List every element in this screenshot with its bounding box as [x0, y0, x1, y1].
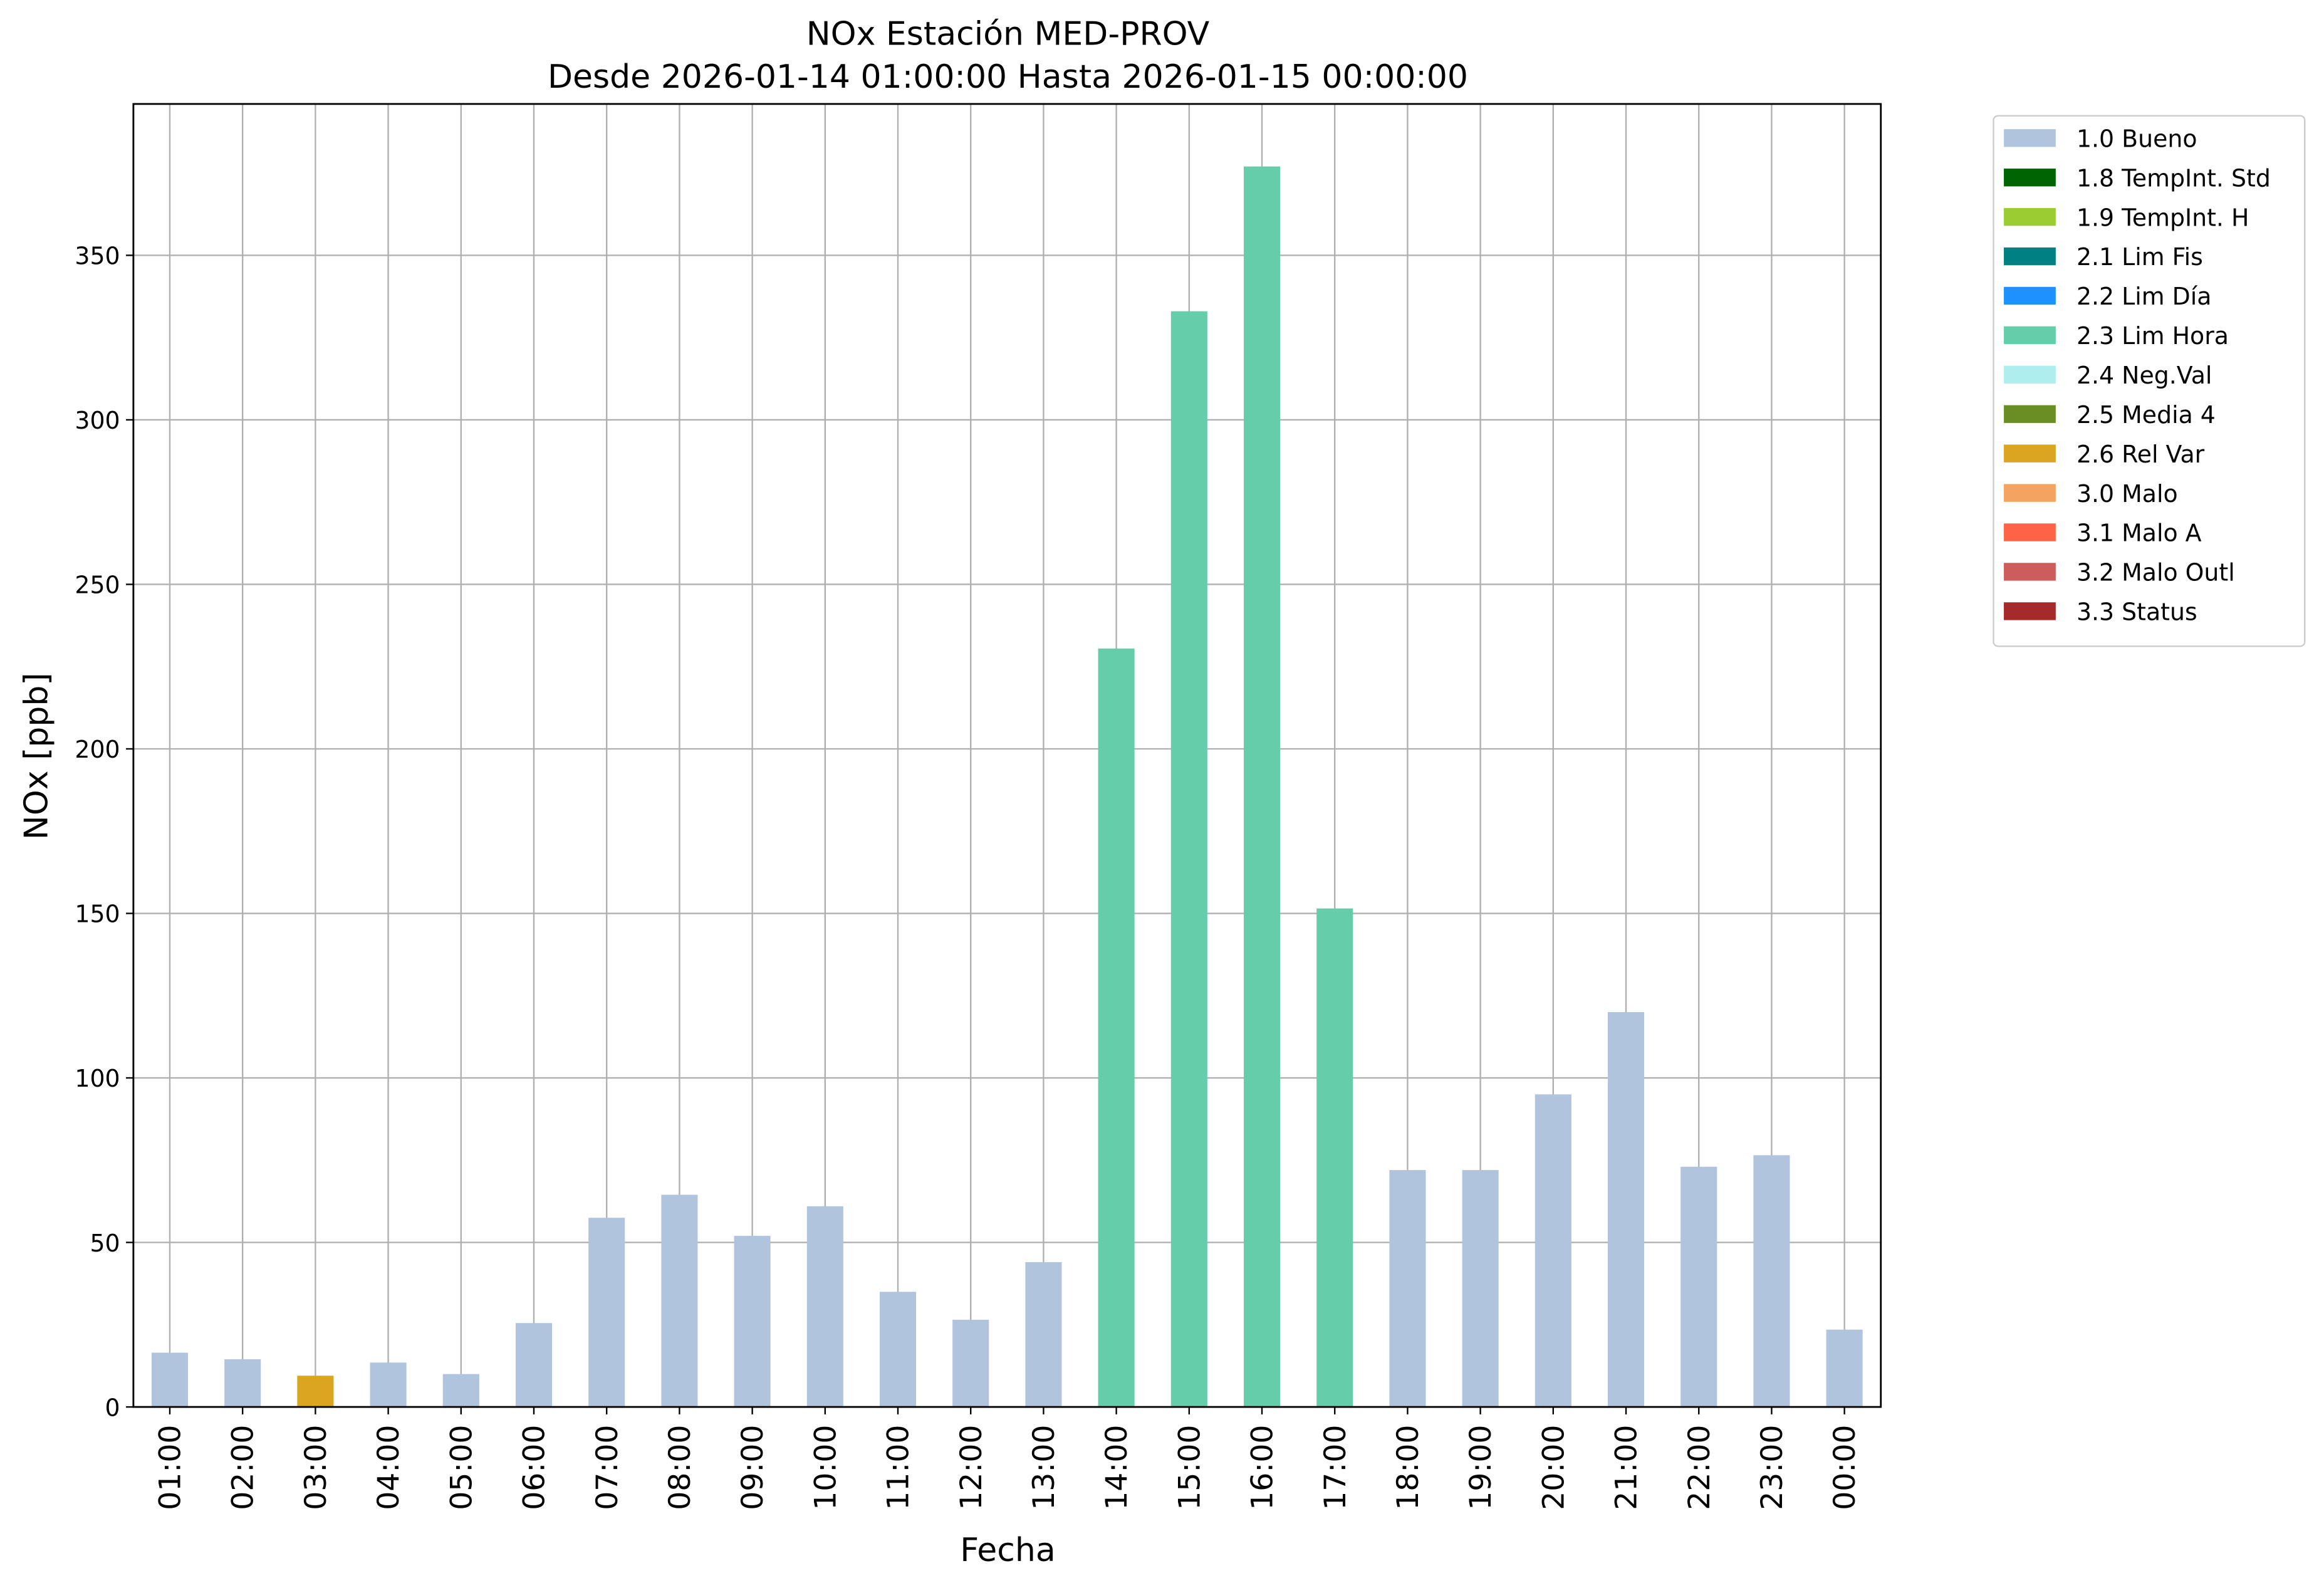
bar [1243, 166, 1281, 1408]
plot-frame [132, 103, 1882, 1408]
legend-swatch [2004, 247, 2056, 266]
legend-label: 1.8 TempInt. Std [2076, 164, 2271, 192]
y-tick-label: 0 [105, 1394, 120, 1421]
bar [1753, 1155, 1790, 1408]
bar [370, 1362, 407, 1408]
legend-swatch [2004, 207, 2056, 226]
bar [1535, 1094, 1571, 1408]
legend-swatch [2004, 365, 2056, 384]
bar [1607, 1012, 1645, 1408]
legend-swatch [2004, 326, 2056, 345]
x-tick-label: 02:00 [226, 1424, 261, 1510]
legend-swatch [2004, 444, 2056, 462]
x-tick-label: 18:00 [1391, 1424, 1425, 1510]
legend-label: 2.6 Rel Var [2076, 441, 2205, 468]
legend-label: 2.2 Lim Día [2076, 283, 2211, 310]
bar [1826, 1329, 1863, 1408]
legend-label: 3.3 Status [2076, 598, 2197, 626]
legend-swatch [2004, 484, 2056, 502]
bar [806, 1206, 843, 1408]
legend-label: 1.0 Bueno [2076, 125, 2197, 152]
x-tick-label: 21:00 [1610, 1424, 1644, 1510]
x-tick-label: 05:00 [444, 1424, 479, 1510]
bar [1170, 311, 1207, 1408]
bar [879, 1292, 917, 1408]
bar [515, 1323, 553, 1408]
legend-label: 2.3 Lim Hora [2076, 322, 2229, 350]
x-tick-label: 14:00 [1100, 1424, 1134, 1510]
chart-title: NOx Estación MED-PROV [806, 15, 1210, 53]
legend-box [1993, 115, 2306, 647]
y-tick-label: 250 [75, 572, 120, 599]
x-tick-label: 13:00 [1027, 1424, 1061, 1510]
x-tick-label: 10:00 [808, 1424, 843, 1510]
y-axis-label: NOx [ppb] [18, 672, 56, 840]
bar [1025, 1262, 1062, 1408]
x-tick-label: 11:00 [882, 1424, 916, 1510]
bar [151, 1352, 189, 1408]
bar [1098, 648, 1135, 1408]
x-tick-label: 19:00 [1464, 1424, 1498, 1510]
x-tick-label: 09:00 [736, 1424, 770, 1510]
legend-swatch [2004, 169, 2056, 187]
x-tick-label: 07:00 [590, 1424, 625, 1510]
bar [952, 1319, 989, 1408]
x-tick-label: 23:00 [1755, 1424, 1790, 1510]
bar [1462, 1170, 1499, 1408]
x-tick-label: 01:00 [154, 1424, 188, 1510]
legend-swatch [2004, 129, 2056, 147]
x-tick-label: 12:00 [954, 1424, 989, 1510]
legend-label: 2.4 Neg.Val [2076, 362, 2212, 389]
bar [297, 1376, 334, 1408]
x-tick-label: 04:00 [372, 1424, 406, 1510]
legend-label: 1.9 TempInt. H [2076, 204, 2249, 231]
bar [661, 1194, 698, 1408]
x-tick-label: 16:00 [1246, 1424, 1280, 1510]
legend-label: 3.1 Malo A [2076, 520, 2202, 547]
x-tick-label: 22:00 [1682, 1424, 1717, 1510]
x-tick-label: 20:00 [1536, 1424, 1571, 1510]
x-axis-label: Fecha [960, 1532, 1056, 1569]
bar [1389, 1170, 1426, 1408]
bar [224, 1359, 261, 1408]
bar [734, 1236, 771, 1408]
y-tick-label: 350 [75, 243, 120, 270]
bar [588, 1218, 625, 1408]
bar [1680, 1166, 1717, 1408]
x-tick-label: 06:00 [518, 1424, 552, 1510]
legend-swatch [2004, 286, 2056, 305]
bar [1316, 908, 1353, 1408]
legend-swatch [2004, 563, 2056, 581]
y-tick-label: 200 [75, 736, 120, 763]
x-tick-label: 15:00 [1172, 1424, 1207, 1510]
legend-label: 3.2 Malo Outl [2076, 559, 2235, 587]
x-tick-label: 03:00 [299, 1424, 333, 1510]
legend-swatch [2004, 602, 2056, 620]
legend-label: 3.0 Malo [2076, 480, 2178, 508]
x-tick-label: 00:00 [1828, 1424, 1862, 1510]
legend-label: 2.1 Lim Fis [2076, 243, 2203, 271]
y-tick-label: 150 [75, 901, 120, 928]
y-tick-label: 300 [75, 407, 120, 434]
x-tick-label: 17:00 [1318, 1424, 1353, 1510]
x-tick-label: 08:00 [663, 1424, 697, 1510]
y-tick-label: 100 [75, 1065, 120, 1092]
bar [442, 1374, 479, 1408]
chart-subtitle: Desde 2026-01-14 01:00:00 Hasta 2026-01-… [548, 58, 1468, 96]
y-tick-label: 50 [90, 1230, 120, 1257]
legend-swatch [2004, 523, 2056, 541]
legend-label: 2.5 Media 4 [2076, 401, 2216, 429]
legend-swatch [2004, 405, 2056, 423]
